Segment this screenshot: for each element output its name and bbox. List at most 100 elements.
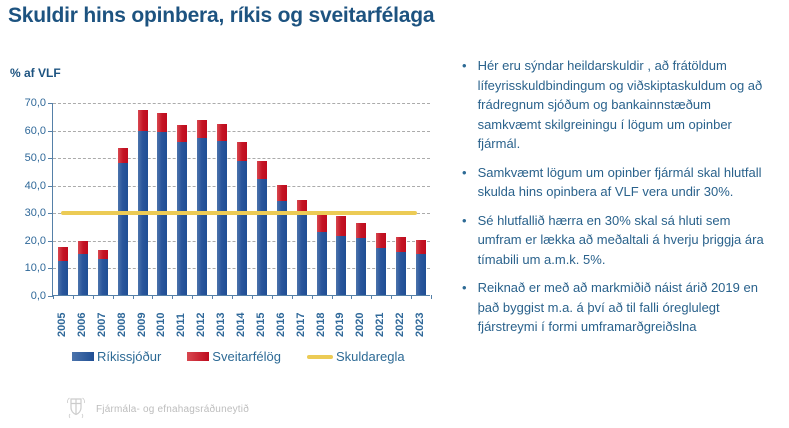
bullet-text: Hér eru sýndar heildarskuldir , að frátö… — [477, 58, 763, 151]
bar-sveitarfelog-2013 — [217, 124, 228, 141]
y-axis-title: % af VLF — [10, 66, 61, 80]
bullet-text: Sé hlutfallið hærra en 30% skal sá hluti… — [477, 212, 764, 267]
bar-rikissjodur-2015 — [256, 179, 267, 295]
y-tick-label-10_0: 10,0 — [24, 262, 46, 275]
x-tick-label-2016: 2016 — [274, 312, 287, 337]
bar-sveitarfelog-2017 — [296, 199, 307, 216]
bar-rikissjodur-2017 — [296, 215, 307, 295]
x-tick-mark — [53, 295, 54, 299]
y-tick-label-40_0: 40,0 — [24, 179, 46, 192]
y-tick-label-70_0: 70,0 — [24, 97, 46, 109]
bar-rikissjodur-2023 — [416, 253, 427, 295]
y-tick-mark — [48, 158, 53, 160]
gridline-70 — [53, 103, 430, 104]
bar-rikissjodur-2014 — [237, 161, 247, 295]
bar-sveitarfelog-2012 — [197, 119, 208, 138]
bar-rikissjodur-2022 — [396, 252, 407, 295]
y-tick-label-0_0: 0,0 — [30, 290, 46, 302]
x-tick-label-2019: 2019 — [334, 312, 347, 337]
bar-rikissjodur-2008 — [117, 162, 128, 295]
x-tick-label-2011: 2011 — [175, 313, 188, 337]
y-tick-mark — [48, 268, 53, 270]
x-tick-mark — [271, 295, 273, 299]
chart-legend: Ríkissjóður Sveitarfélög Skuldaregla — [72, 349, 405, 364]
x-tick-mark — [152, 295, 154, 299]
ministry-logo-icon — [66, 394, 86, 424]
y-tick-mark — [48, 213, 53, 215]
bullet-item-2: • Samkvæmt lögum um opinber fjármál skal … — [462, 163, 784, 202]
x-tick-mark — [371, 295, 373, 299]
x-tick-mark — [251, 295, 253, 299]
bar-sveitarfelog-2022 — [396, 237, 407, 253]
notes-panel: • Hér eru sýndar heildarskuldir , að frát… — [462, 56, 784, 346]
x-tick-mark — [232, 295, 234, 299]
chart-plot-area — [48, 103, 432, 299]
x-tick-mark — [172, 295, 174, 299]
bar-rikissjodur-2005 — [57, 260, 68, 295]
bar-rikissjodur-2019 — [336, 235, 347, 295]
bullet-text: Samkvæmt lögum um opinber fjármál skal h… — [477, 164, 762, 200]
bar-sveitarfelog-2010 — [157, 113, 168, 133]
y-tick-label-60_0: 60,0 — [24, 124, 46, 137]
bar-sveitarfelog-2007 — [97, 249, 108, 260]
bar-rikissjodur-2006 — [77, 253, 88, 295]
x-tick-label-2009: 2009 — [135, 312, 148, 337]
footer: Fjármála- og efnahagsráðuneytið — [66, 394, 249, 424]
bar-sveitarfelog-2020 — [356, 223, 367, 239]
bullet-dot-icon: • — [462, 58, 467, 73]
legend-item-skuldaregla: Skuldaregla — [306, 349, 405, 364]
bar-rikissjodur-2020 — [356, 238, 367, 295]
bar-sveitarfelog-2011 — [177, 125, 188, 142]
x-tick-label-2014: 2014 — [235, 312, 247, 337]
x-tick-mark — [411, 295, 413, 299]
bar-sveitarfelog-2016 — [276, 184, 287, 202]
slide-title: Skuldir hins opinbera, ríkis og sveitarf… — [8, 4, 435, 27]
bar-rikissjodur-2021 — [376, 248, 387, 295]
x-tick-label-2006: 2006 — [75, 312, 88, 337]
legend-swatch-icon — [72, 352, 94, 361]
x-tick-label-2005: 2005 — [55, 312, 68, 337]
x-tick-label-2018: 2018 — [314, 312, 327, 337]
x-tick-mark — [431, 295, 432, 299]
legend-label: Ríkissjóður — [97, 349, 162, 364]
bar-sveitarfelog-2008 — [117, 147, 128, 163]
legend-item-rikissjodur: Ríkissjóður — [72, 349, 161, 364]
x-tick-mark — [331, 295, 333, 299]
x-tick-mark — [351, 295, 353, 299]
x-tick-mark — [391, 295, 393, 299]
x-tick-mark — [132, 295, 134, 299]
bar-rikissjodur-2018 — [316, 231, 327, 295]
debt-rule-line — [61, 211, 417, 216]
x-tick-mark — [291, 295, 293, 299]
bullet-dot-icon: • — [462, 212, 467, 228]
bullet-text: Reiknað er með að markmiðið náist árið 2… — [477, 280, 758, 334]
x-tick-label-2020: 2020 — [354, 312, 367, 337]
x-tick-mark — [311, 295, 313, 299]
y-tick-mark — [48, 296, 53, 297]
y-tick-mark — [48, 185, 53, 187]
x-tick-label-2013: 2013 — [215, 312, 228, 337]
x-tick-label-2023: 2023 — [414, 312, 427, 337]
legend-swatch-icon — [187, 352, 210, 361]
bar-sveitarfelog-2018 — [316, 210, 327, 232]
x-tick-label-2017: 2017 — [294, 312, 307, 337]
bullet-item-3: • Sé hlutfallið hærra en 30% skal sá hlut… — [462, 211, 784, 270]
x-tick-label-2010: 2010 — [155, 312, 168, 337]
legend-line-icon — [306, 354, 333, 359]
legend-label: Sveitarfélög — [212, 349, 281, 364]
bullet-list: • Hér eru sýndar heildarskuldir , að frát… — [462, 56, 784, 337]
bullet-dot-icon: • — [462, 280, 467, 295]
bar-rikissjodur-2011 — [177, 141, 188, 295]
bar-sveitarfelog-2021 — [376, 232, 387, 249]
bar-rikissjodur-2013 — [217, 140, 228, 295]
x-tick-mark — [92, 295, 94, 299]
bullet-item-1: • Hér eru sýndar heildarskuldir , að frát… — [462, 56, 784, 154]
x-tick-mark — [212, 295, 214, 299]
bar-sveitarfelog-2009 — [137, 110, 148, 131]
legend-item-sveitarfelog: Sveitarfélög — [187, 349, 281, 364]
x-tick-label-2012: 2012 — [195, 312, 208, 337]
x-tick-label-2007: 2007 — [95, 312, 108, 337]
x-tick-label-2008: 2008 — [115, 312, 128, 337]
y-tick-label-30_0: 30,0 — [24, 207, 46, 220]
